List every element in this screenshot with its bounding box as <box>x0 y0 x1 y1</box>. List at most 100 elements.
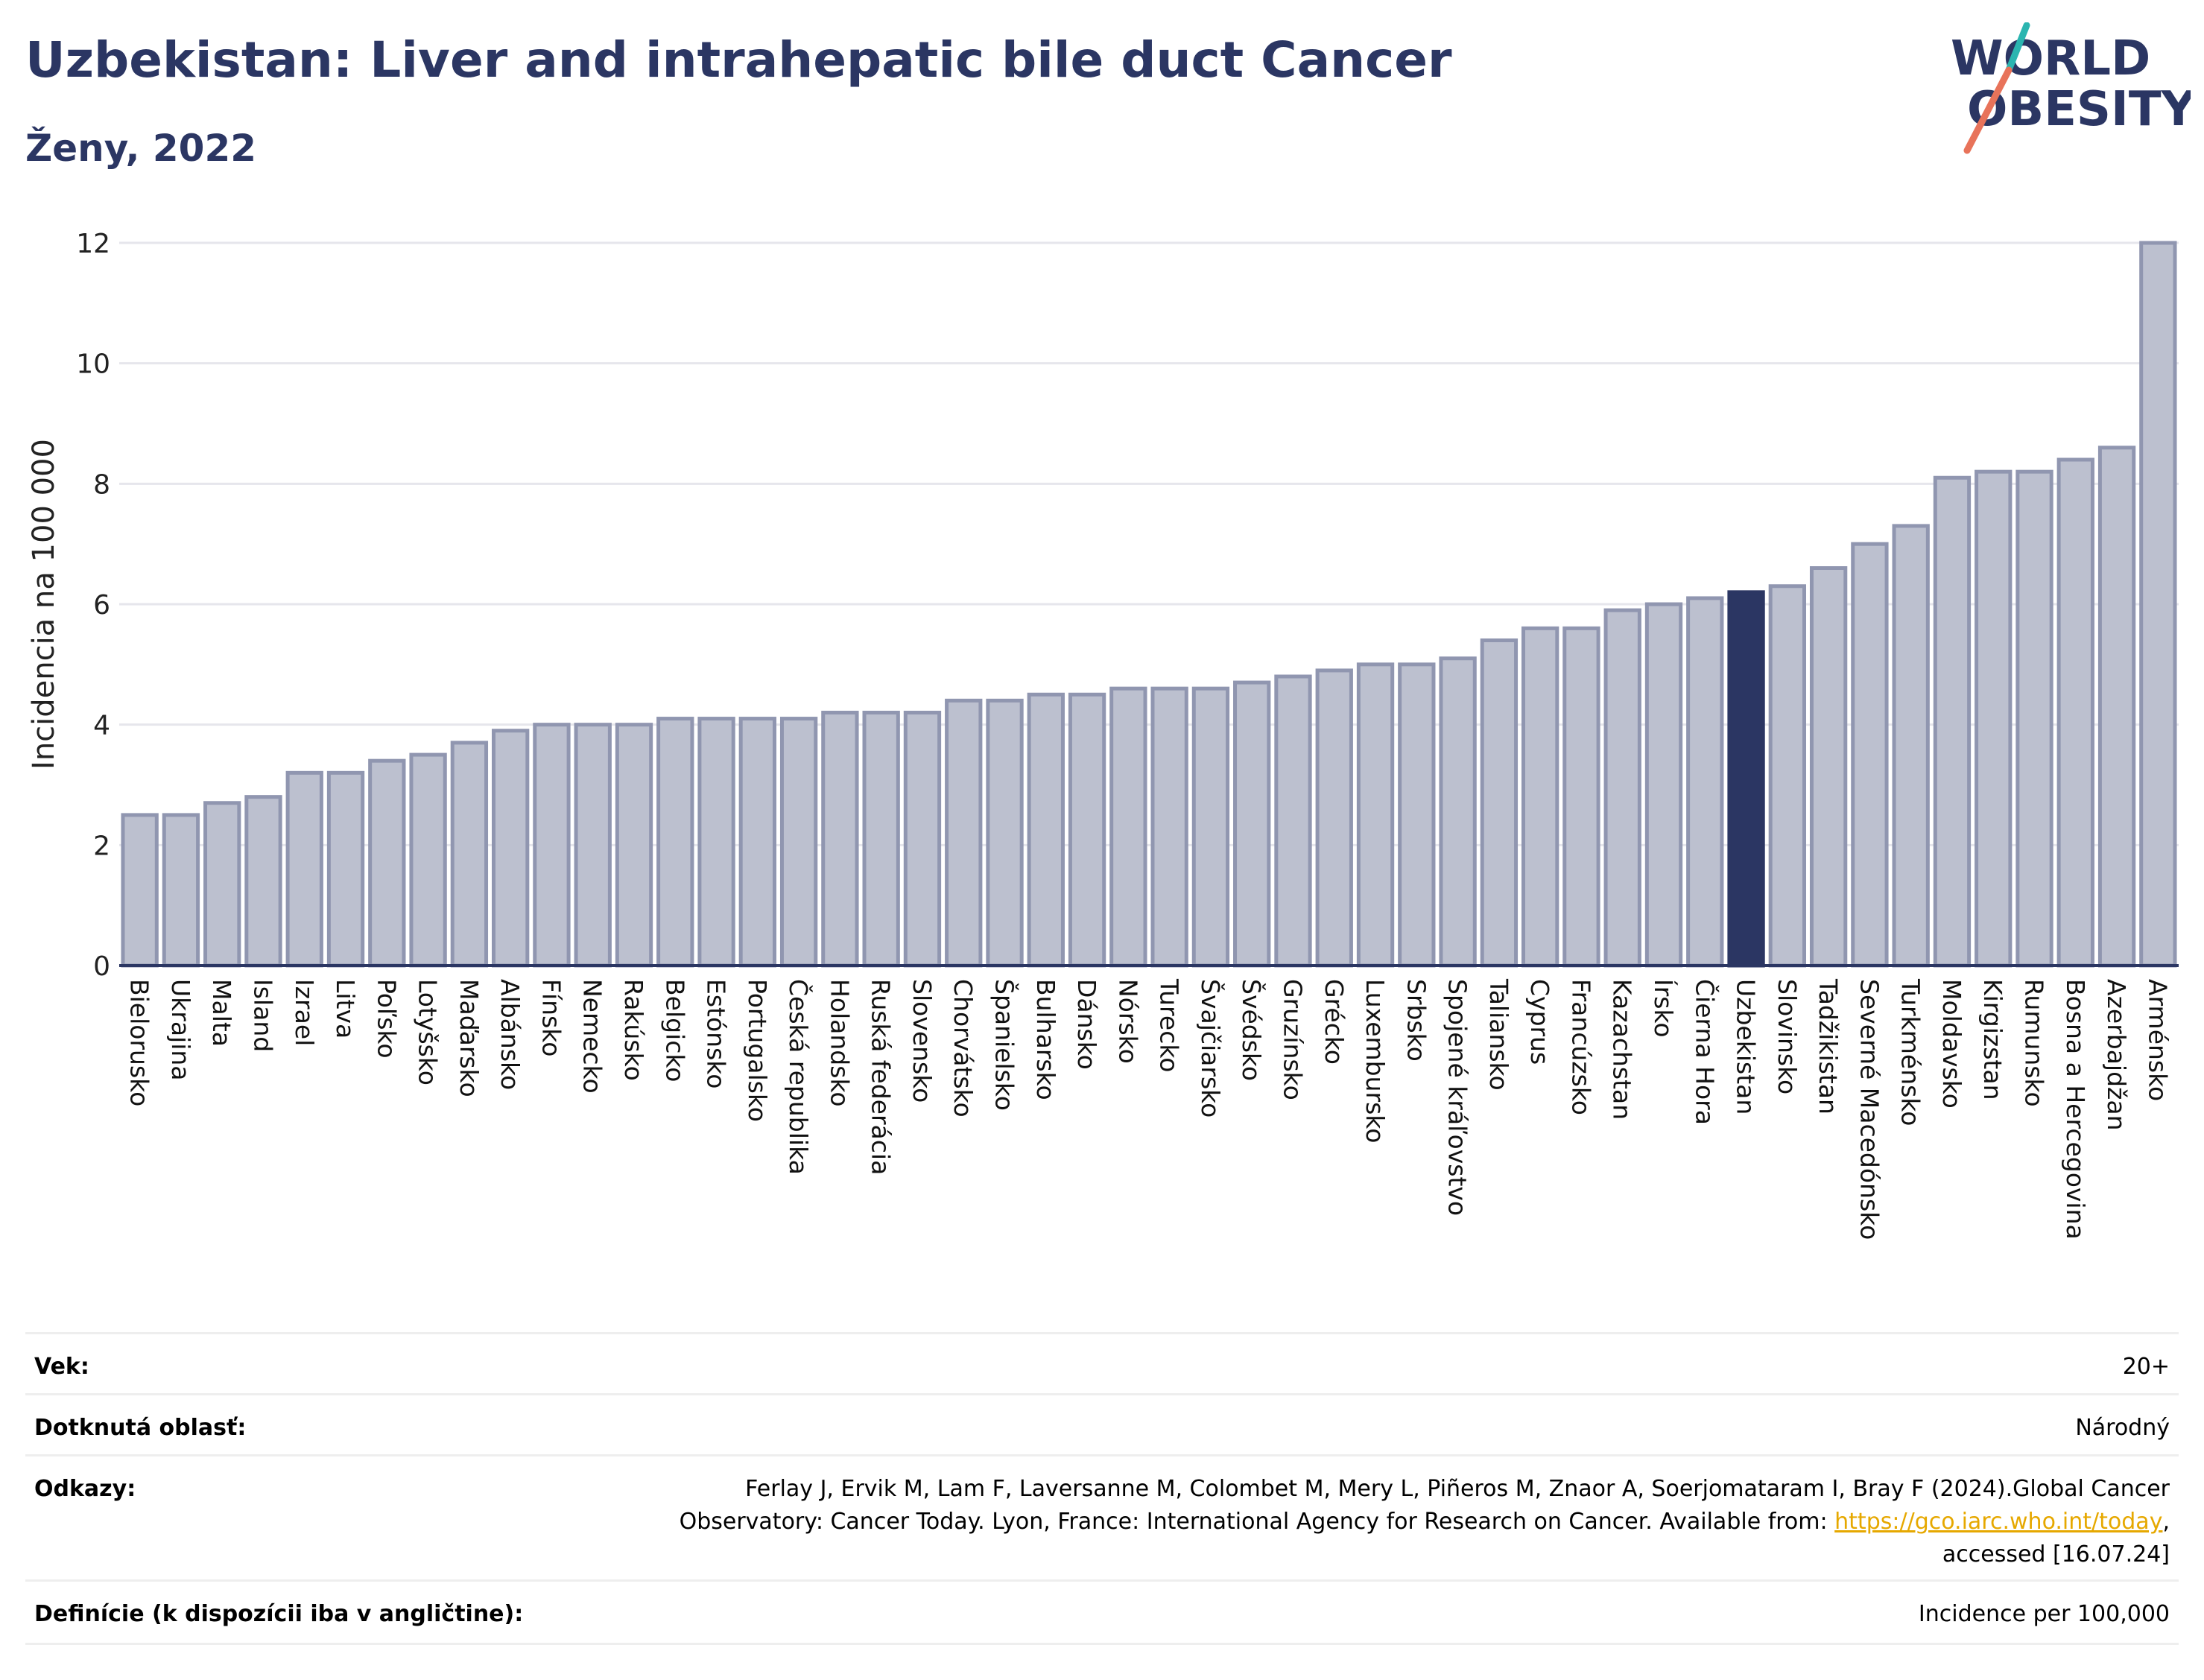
x-tick-label: Litva <box>331 979 360 1039</box>
bar <box>945 698 983 968</box>
bar <box>1480 638 1519 968</box>
references-line2: Observatory: Cancer Today. Lyon, France:… <box>680 1506 2170 1538</box>
area-label: Dotknutá oblasť: <box>34 1415 247 1441</box>
references-label: Odkazy: <box>34 1476 136 1502</box>
meta-row-area: Dotknutá oblasť: Národný <box>25 1393 2179 1456</box>
bar <box>2015 469 2053 968</box>
definitions-label: Definície (k dispozícii iba v angličtine… <box>34 1601 524 1627</box>
y-tick-label: 2 <box>93 831 110 861</box>
x-tick-label: Kirgizstan <box>1978 979 2007 1100</box>
bar <box>1644 602 1683 968</box>
x-tick-label: Portugalsko <box>743 979 772 1122</box>
bar <box>326 770 365 968</box>
bar <box>491 729 530 968</box>
bar <box>450 741 489 968</box>
x-tick-label: Albánsko <box>495 979 525 1090</box>
bar <box>1356 662 1395 968</box>
meta-row-references: Odkazy: Ferlay J, Ervik M, Lam F, Lavers… <box>25 1454 2179 1582</box>
x-tick-label: Maďarsko <box>455 979 484 1097</box>
x-tick-label: Španielsko <box>990 979 1020 1111</box>
x-tick-label: Ukrajina <box>166 979 195 1081</box>
y-tick-label: 0 <box>93 951 110 982</box>
bar <box>1768 584 1807 968</box>
bar <box>1233 680 1271 968</box>
bar <box>409 752 447 968</box>
x-tick-label: Srbsko <box>1402 979 1431 1062</box>
references-link[interactable]: https://gco.iarc.who.int/today <box>1834 1509 2163 1535</box>
x-tick-label: Turkménsko <box>1896 978 1925 1126</box>
x-tick-label: Luxembursko <box>1361 979 1390 1143</box>
bar <box>697 717 735 968</box>
bar <box>615 723 653 968</box>
references-line2-suffix: , <box>2162 1509 2170 1535</box>
x-tick-label: Švédsko <box>1237 979 1267 1081</box>
logo-slash-coral <box>1963 66 2013 154</box>
y-tick-label: 10 <box>76 349 110 380</box>
bar <box>574 723 612 968</box>
x-tick-label: Turecko <box>1155 978 1184 1072</box>
bar <box>903 711 942 968</box>
bar <box>862 711 900 968</box>
bar <box>162 813 200 968</box>
x-tick-label: Írsko <box>1649 979 1679 1038</box>
y-tick-label: 8 <box>93 469 110 500</box>
meta-row-age: Vek: 20+ <box>25 1332 2179 1395</box>
x-tick-label: Slovensko <box>908 979 937 1103</box>
logo-line2: OBESITY <box>1967 82 2191 137</box>
x-tick-label: Cyprus <box>1525 979 1554 1065</box>
age-label: Vek: <box>34 1354 89 1380</box>
x-tick-label: Fínsko <box>536 979 566 1056</box>
references-line2-prefix: Observatory: Cancer Today. Lyon, France:… <box>679 1509 1835 1535</box>
y-tick-label: 4 <box>93 711 110 741</box>
bar <box>1562 626 1600 968</box>
bar <box>1315 668 1353 968</box>
x-tick-label: Izrael <box>290 979 319 1046</box>
meta-row-definitions: Definície (k dispozícii iba v angličtine… <box>25 1579 2179 1645</box>
bar <box>285 770 323 968</box>
x-tick-label: Lotyšsko <box>414 979 443 1085</box>
y-axis-label: Incidencia na 100 000 <box>27 439 61 770</box>
bar <box>2139 241 2177 968</box>
bar <box>1603 608 1641 968</box>
area-value: Národný <box>2075 1415 2170 1441</box>
bar <box>1274 674 1312 968</box>
world-obesity-logo: WORLD OBESITY <box>1951 22 2191 154</box>
bar <box>1975 469 2013 968</box>
x-tick-label: Nemecko <box>578 979 607 1094</box>
x-tick-label: Nórsko <box>1113 979 1142 1064</box>
bar <box>779 717 818 968</box>
bar <box>2097 446 2136 968</box>
bar <box>1191 686 1230 968</box>
x-tick-label: Česká republika <box>784 979 814 1175</box>
bar <box>1521 626 1559 968</box>
bar <box>738 717 777 968</box>
x-tick-label: Gruzínsko <box>1278 979 1307 1100</box>
bar <box>1109 686 1147 968</box>
x-tick-label: Taliansko <box>1484 978 1513 1091</box>
x-tick-label: Chorvátsko <box>949 979 978 1118</box>
bar <box>121 813 159 968</box>
x-tick-label: Švajčiarsko <box>1196 979 1226 1118</box>
x-tick-label: Francúzsko <box>1566 979 1595 1115</box>
references-line3: accessed [16.07.24] <box>1942 1541 2170 1568</box>
x-tick-label: Grécko <box>1320 979 1349 1065</box>
x-tick-label: Estónsko <box>702 979 731 1088</box>
bar-highlight <box>1727 590 1765 968</box>
x-tick-label: Bielorusko <box>125 979 154 1106</box>
bar <box>244 795 282 968</box>
page-subtitle: Ženy, 2022 <box>25 127 257 170</box>
bar <box>1027 692 1065 968</box>
x-tick-label: Moldavsko <box>1937 979 1966 1109</box>
definitions-value: Incidence per 100,000 <box>1918 1601 2170 1627</box>
bar-chart: 0 2 4 6 8 10 12 Incidencia na 100 000 Bielorusko… <box>27 229 2179 1240</box>
bar <box>203 801 241 968</box>
y-tick-label: 12 <box>76 229 110 259</box>
bar <box>1851 542 1889 968</box>
x-tick-label: Arménsko <box>2143 979 2172 1101</box>
x-tick-label: Holandsko <box>825 979 854 1107</box>
bar <box>656 717 694 968</box>
bar <box>368 758 406 968</box>
bar <box>1150 686 1188 968</box>
bar <box>2056 457 2094 968</box>
references-line1: Ferlay J, Ervik M, Lam F, Laversanne M, … <box>745 1476 2170 1502</box>
